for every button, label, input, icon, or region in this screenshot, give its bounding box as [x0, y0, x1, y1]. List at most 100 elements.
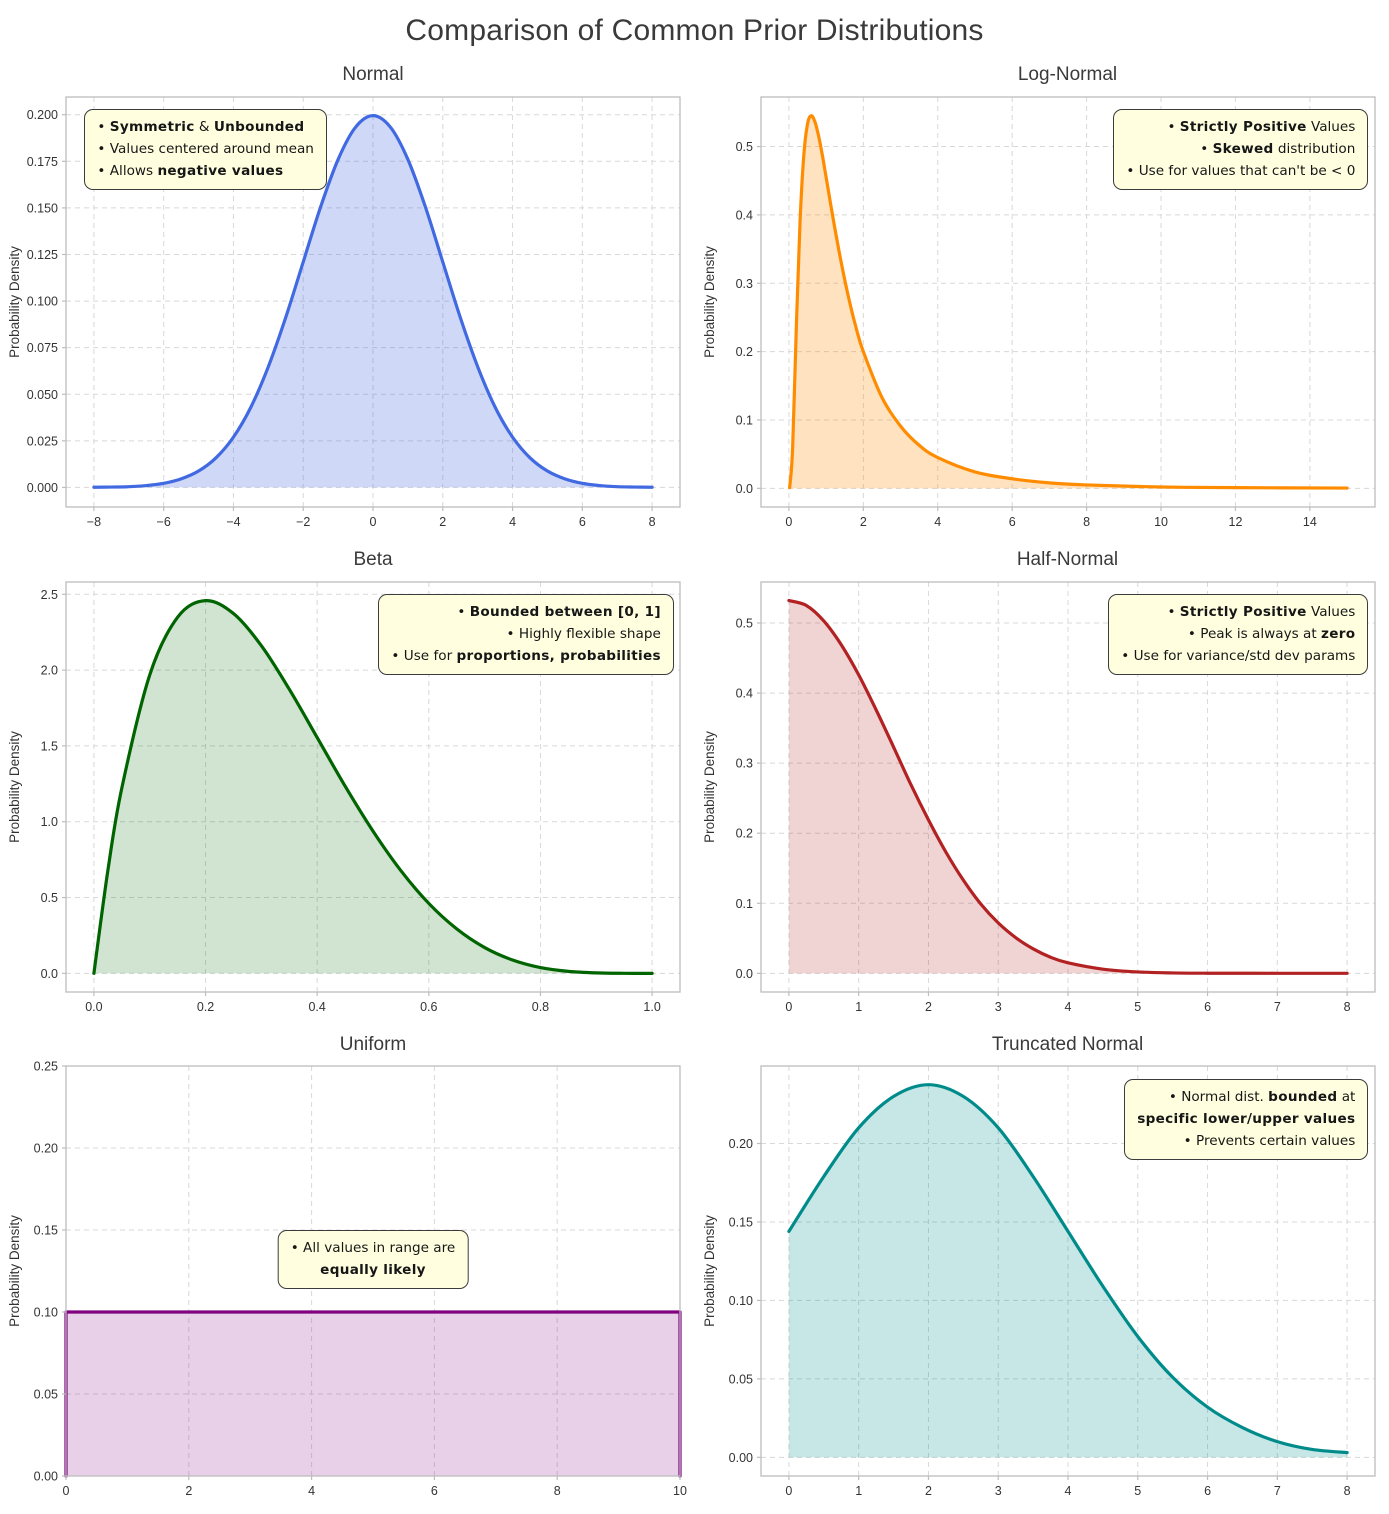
svg-text:0.125: 0.125 [27, 248, 58, 262]
svg-text:8: 8 [554, 1484, 561, 1498]
svg-text:0: 0 [785, 515, 792, 529]
svg-text:2: 2 [859, 515, 866, 529]
svg-text:0: 0 [370, 515, 377, 529]
subplot-title: Log-Normal [1017, 64, 1118, 85]
subplot-title: Uniform [339, 1033, 407, 1055]
svg-text:0.20: 0.20 [728, 1137, 752, 1151]
svg-text:0.5: 0.5 [735, 140, 752, 154]
annotation-line: • Use for variance/std dev params [1121, 647, 1356, 664]
annotation-line: • Highly flexible shape [506, 625, 661, 642]
svg-text:0.1: 0.1 [735, 896, 752, 910]
svg-text:4: 4 [934, 515, 941, 529]
annotation-box: • Symmetric & Unbounded • Values centered… [84, 109, 327, 191]
annotation-line: • Use for values that can't be < 0 [1126, 163, 1356, 180]
svg-text:0: 0 [63, 1484, 70, 1498]
annotation-box: • Bounded between [0, 1] • Highly flexibl… [378, 593, 674, 675]
annotation-box: • Normal dist. bounded at specific lower/… [1124, 1078, 1369, 1160]
plot-area: 0 1 2 3 4 5 6 7 8 0.0 0.1 0.2 0.3 0.4 0.5 Probability D… [699, 574, 1385, 1024]
plot-area: 0 1 2 3 4 5 6 7 8 0.00 0.05 0.10 0.15 0.20 Probability… [699, 1058, 1385, 1508]
svg-text:0.2: 0.2 [735, 345, 752, 359]
chart-svg: 0.0 0.2 0.4 0.6 0.8 1.0 0.0 0.5 1.0 1.5 2.0 2.5 Prob… [7, 580, 681, 1014]
svg-text:0.6: 0.6 [420, 1000, 437, 1014]
svg-text:10: 10 [1154, 515, 1168, 529]
svg-text:0.20: 0.20 [34, 1142, 58, 1156]
svg-text:0.3: 0.3 [735, 756, 752, 770]
svg-text:−6: −6 [157, 515, 171, 529]
svg-text:0.4: 0.4 [735, 686, 752, 700]
annotation-line: • Strictly Positive Values [1167, 119, 1356, 136]
svg-text:8: 8 [1083, 515, 1090, 529]
svg-text:0.0: 0.0 [735, 966, 752, 980]
svg-text:0.0: 0.0 [85, 1000, 102, 1014]
svg-text:0.15: 0.15 [34, 1224, 58, 1238]
annotation-box: • All values in range are equally likely [277, 1230, 469, 1290]
svg-text:0.00: 0.00 [728, 1451, 752, 1465]
svg-text:0.05: 0.05 [34, 1388, 58, 1402]
svg-text:0.25: 0.25 [34, 1060, 58, 1074]
y-axis-label: Probability Density [702, 730, 717, 842]
svg-text:0.150: 0.150 [27, 201, 58, 215]
svg-text:7: 7 [1273, 1484, 1280, 1498]
subplot-log-normal: Log-Normal 0 2 4 6 8 10 12 14 0.0 0.1 0.2 0.3 0.4 0.5… [699, 64, 1385, 539]
svg-text:0.3: 0.3 [735, 277, 752, 291]
svg-text:0.0: 0.0 [735, 482, 752, 496]
svg-text:5: 5 [1134, 1000, 1141, 1014]
svg-text:0.200: 0.200 [27, 108, 58, 122]
svg-text:0.00: 0.00 [34, 1470, 58, 1484]
y-axis-label: Probability Density [702, 1215, 717, 1327]
svg-text:0.5: 0.5 [41, 891, 58, 905]
annotation-box: • Strictly Positive Values • Skewed distr… [1113, 109, 1369, 191]
subplot-title: Half-Normal [1016, 548, 1119, 570]
subplot-truncated-normal: Truncated Normal 0 1 2 3 4 5 6 7 8 0.00 0.05 0.10 0.… [699, 1034, 1385, 1509]
svg-text:0.8: 0.8 [532, 1000, 549, 1014]
svg-text:0.1: 0.1 [735, 413, 752, 427]
subplot-uniform: Uniform 0 2 4 6 8 10 0.00 0.05 0.10 0.15 0.20 0.25 P… [4, 1034, 690, 1509]
charts-grid: Normal −8 −6 −4 −2 0 2 4 6 8 0.000 0.025 0.050 0.075… [0, 64, 1389, 1514]
svg-text:−8: −8 [87, 515, 101, 529]
annotation-line: • Strictly Positive Values [1167, 603, 1356, 620]
svg-text:0.4: 0.4 [735, 208, 752, 222]
svg-text:6: 6 [431, 1484, 438, 1498]
svg-text:2: 2 [439, 515, 446, 529]
svg-text:0.05: 0.05 [728, 1373, 752, 1387]
figure-title: Comparison of Common Prior Distributions [405, 14, 984, 47]
subplot-beta: Beta 0.0 0.2 0.4 0.6 0.8 1.0 0.0 0.5 1.0 1.5 2.0 2.… [4, 549, 690, 1024]
annotation-line: • Prevents certain values [1183, 1132, 1356, 1149]
svg-text:4: 4 [308, 1484, 315, 1498]
annotation-box: • Strictly Positive Values • Peak is alwa… [1108, 593, 1369, 675]
svg-text:−4: −4 [226, 515, 240, 529]
svg-text:2.0: 2.0 [41, 663, 58, 677]
svg-text:0: 0 [785, 1000, 792, 1014]
svg-text:0.175: 0.175 [27, 155, 58, 169]
plot-area: 0.0 0.2 0.4 0.6 0.8 1.0 0.0 0.5 1.0 1.5 2.0 2.5 Prob… [4, 574, 690, 1024]
svg-text:8: 8 [1343, 1000, 1350, 1014]
annotation-line: • All values in range are [290, 1240, 456, 1257]
svg-text:12: 12 [1228, 515, 1242, 529]
svg-text:1.0: 1.0 [643, 1000, 660, 1014]
svg-text:2: 2 [924, 1484, 931, 1498]
svg-text:0.4: 0.4 [308, 1000, 325, 1014]
svg-text:5: 5 [1134, 1484, 1141, 1498]
svg-text:0: 0 [785, 1484, 792, 1498]
svg-text:2: 2 [185, 1484, 192, 1498]
annotation-line: • Allows negative values [97, 163, 284, 180]
subplot-title: Truncated Normal [991, 1033, 1144, 1055]
subplot-title: Beta [353, 548, 393, 570]
annotation-line: • Normal dist. bounded at [1168, 1088, 1356, 1105]
svg-text:10: 10 [673, 1484, 687, 1498]
svg-text:8: 8 [649, 515, 656, 529]
svg-text:0.0: 0.0 [41, 966, 58, 980]
svg-text:2.5: 2.5 [41, 587, 58, 601]
svg-text:6: 6 [1008, 515, 1015, 529]
annotation-line: • Peak is always at zero [1187, 625, 1356, 642]
svg-text:14: 14 [1302, 515, 1316, 529]
annotation-line: • Bounded between [0, 1] [457, 603, 661, 620]
svg-text:1: 1 [855, 1484, 862, 1498]
svg-text:0.5: 0.5 [735, 616, 752, 630]
svg-text:1.5: 1.5 [41, 739, 58, 753]
subplot-half-normal: Half-Normal 0 1 2 3 4 5 6 7 8 0.0 0.1 0.2 0.3 0.4 0.5 P… [699, 549, 1385, 1024]
svg-text:1: 1 [855, 1000, 862, 1014]
y-axis-label: Probability Density [7, 1215, 22, 1327]
svg-text:0.025: 0.025 [27, 434, 58, 448]
svg-text:0.10: 0.10 [728, 1294, 752, 1308]
